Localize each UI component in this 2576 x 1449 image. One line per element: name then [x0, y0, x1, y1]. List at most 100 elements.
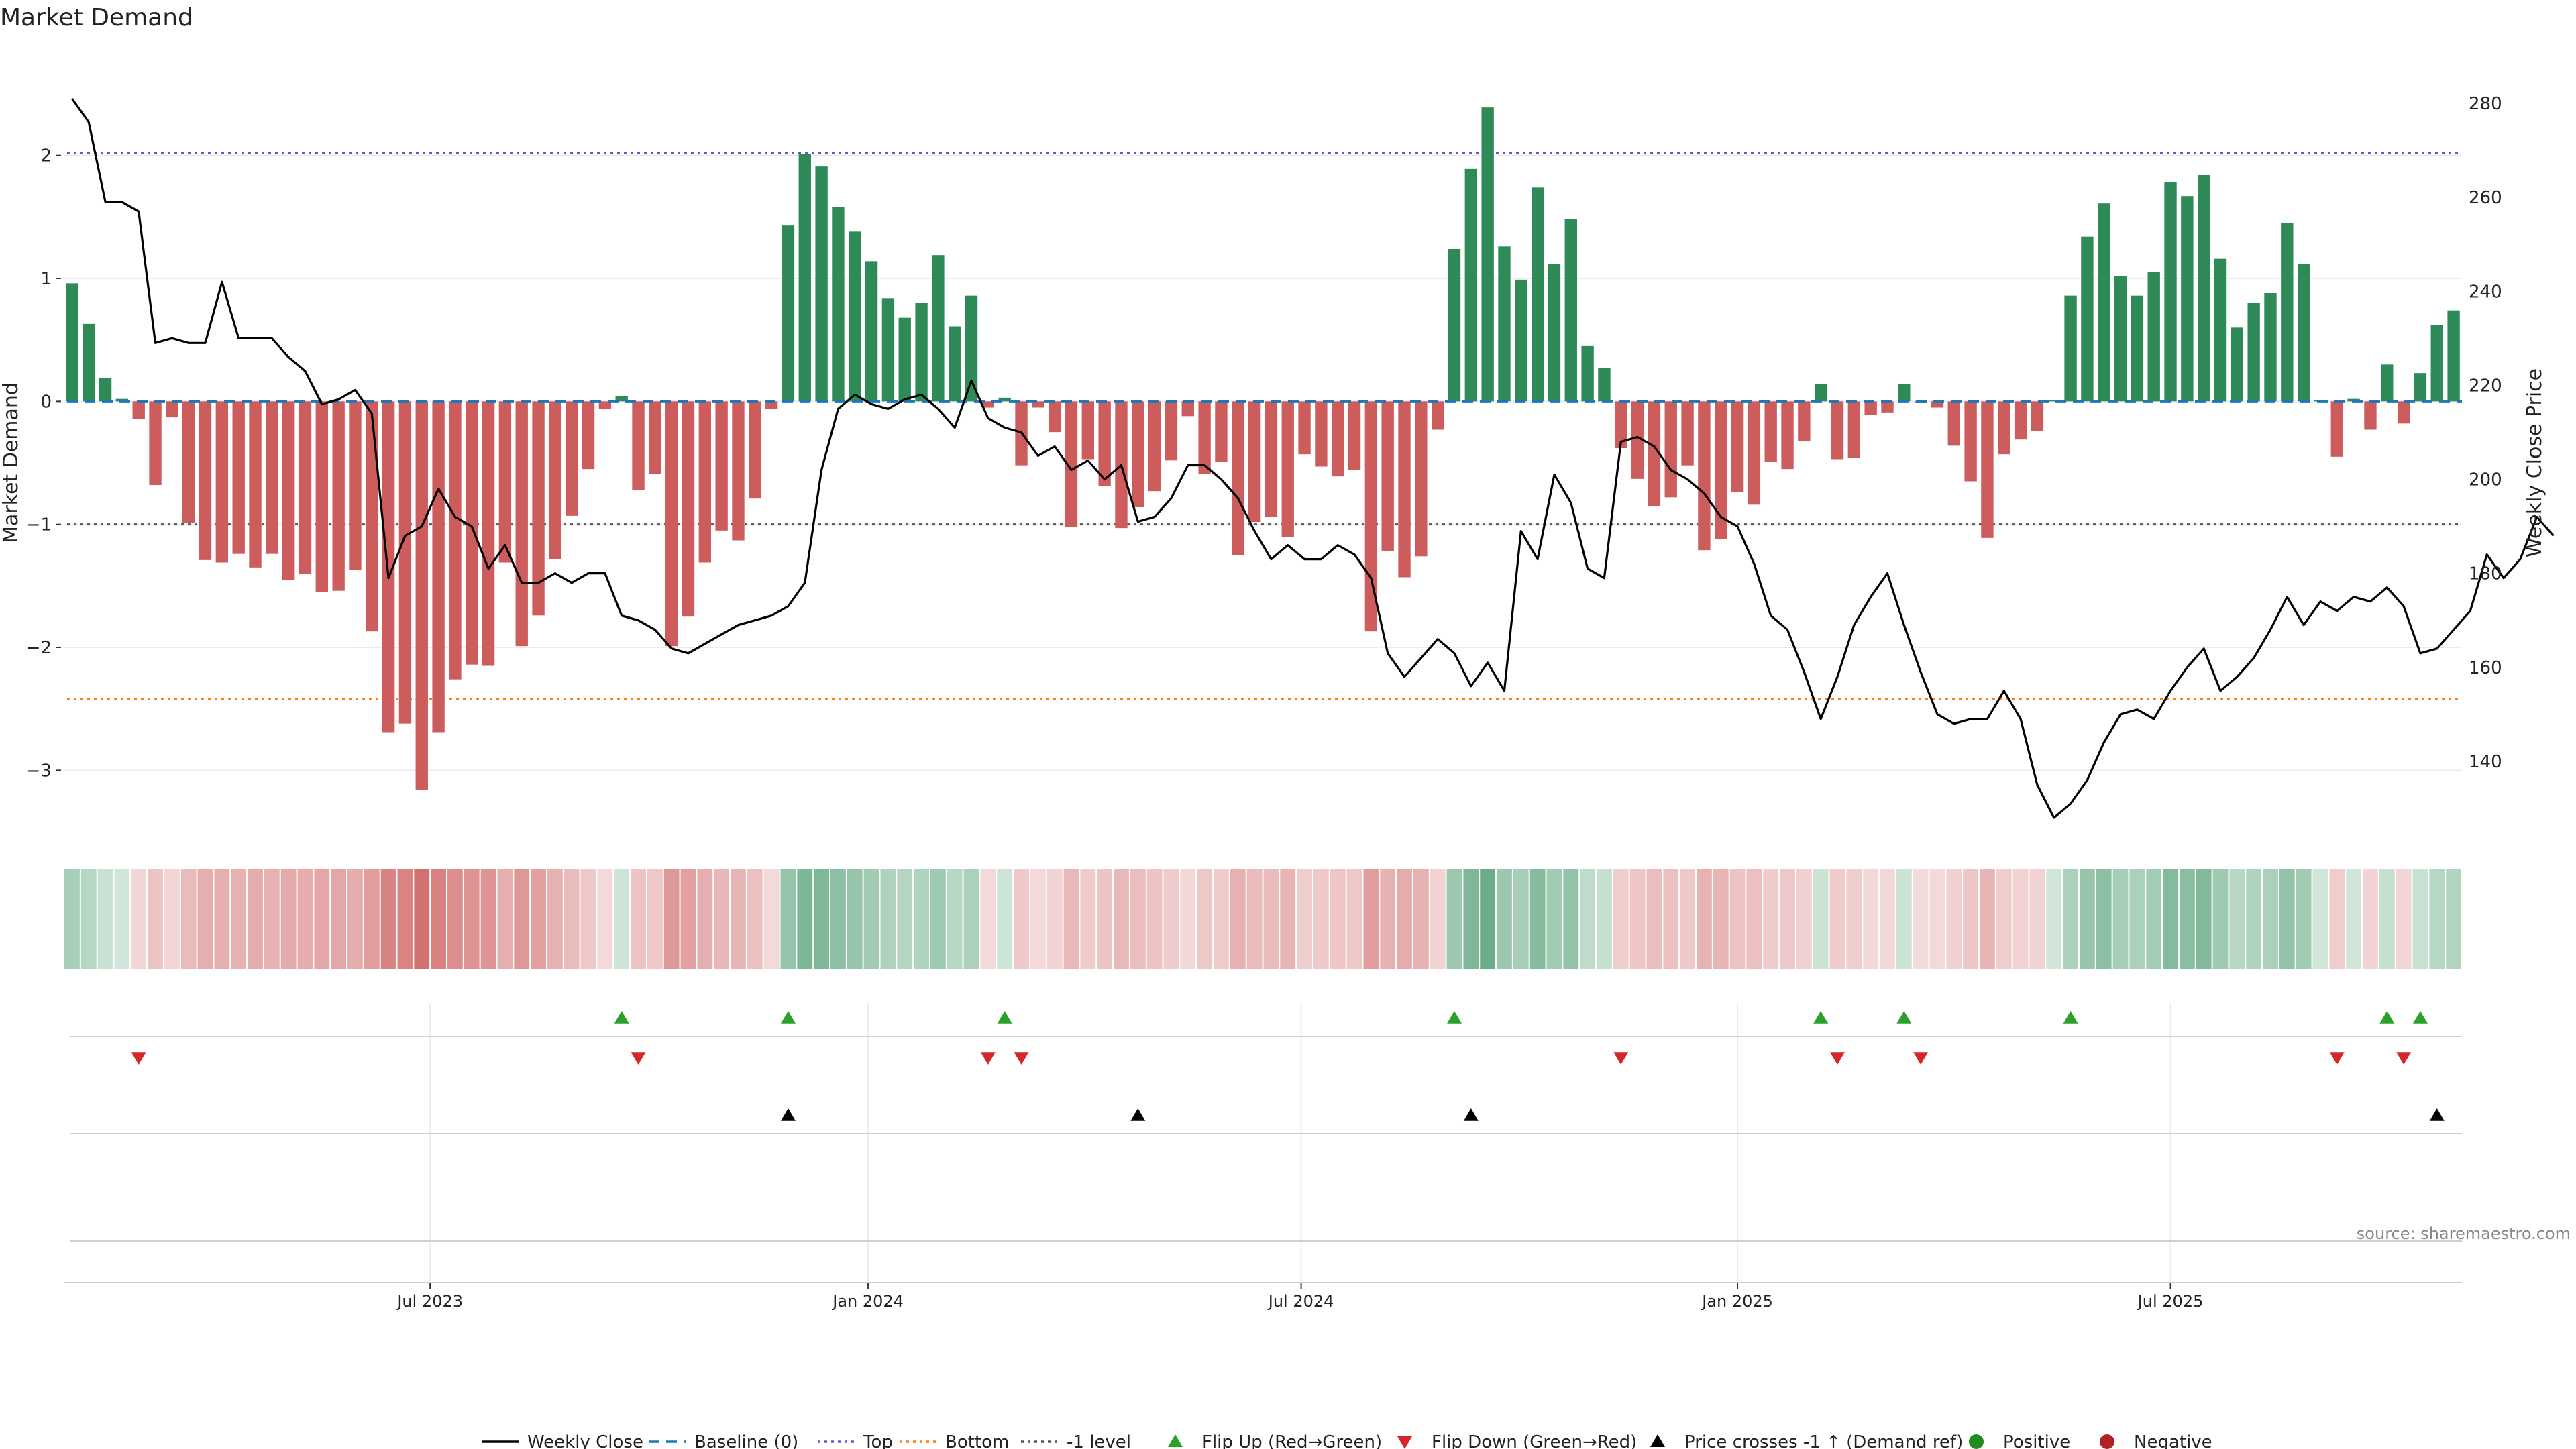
heat-cell: [2012, 869, 2029, 969]
heat-cell: [663, 869, 680, 969]
demand-bar: [1032, 401, 1044, 408]
legend-swatch-circle: [2100, 1434, 2114, 1449]
demand-bar: [1548, 264, 1561, 402]
demand-bar: [349, 401, 362, 570]
demand-bar: [2114, 276, 2127, 402]
heat-cell: [80, 869, 97, 969]
demand-bar: [366, 401, 378, 632]
heat-cell: [1680, 869, 1695, 969]
heat-cell: [2129, 869, 2145, 969]
demand-bar: [1181, 401, 1194, 417]
demand-bar: [1764, 401, 1777, 462]
heat-cell: [980, 869, 996, 969]
y-tick-label: 0: [40, 392, 52, 412]
heat-cell: [564, 869, 580, 969]
flip-down-marker: [631, 1052, 646, 1065]
demand-bar: [2081, 236, 2094, 402]
demand-bar: [1631, 401, 1644, 479]
heat-cell: [514, 869, 530, 969]
demand-bar: [2181, 196, 2194, 402]
demand-bar: [2098, 203, 2110, 402]
y2-axis-label: Weekly Close Price: [2523, 368, 2546, 557]
flip-down-marker: [131, 1052, 146, 1065]
heat-cell: [1846, 869, 1862, 969]
legend-label: Baseline (0): [694, 1432, 798, 1449]
price-cross-marker: [780, 1108, 796, 1121]
demand-bar: [2147, 272, 2160, 402]
demand-bar: [582, 401, 595, 470]
heat-cell: [531, 869, 546, 969]
heat-cell: [1580, 869, 1596, 969]
heat-cell: [1480, 869, 1496, 969]
demand-bar: [1348, 401, 1361, 470]
demand-bar: [2214, 258, 2227, 402]
demand-bar: [1464, 168, 1478, 402]
flip-up-marker: [2379, 1011, 2395, 1024]
demand-bar: [199, 401, 212, 560]
demand-bar: [449, 401, 462, 680]
heat-cell: [1880, 869, 1895, 969]
demand-bar: [498, 401, 512, 563]
demand-bar: [1998, 401, 2010, 455]
heat-cell: [97, 869, 113, 969]
heat-cell: [2346, 869, 2362, 969]
demand-bar: [915, 303, 928, 402]
heat-cell: [914, 869, 929, 969]
heat-cell: [1546, 869, 1562, 969]
heat-cell: [1829, 869, 1845, 969]
legend-label: Bottom: [945, 1432, 1009, 1449]
heat-cell: [1180, 869, 1196, 969]
demand-bar: [2198, 175, 2210, 402]
demand-bar: [1081, 401, 1095, 460]
heat-cell: [2429, 869, 2445, 969]
heat-cell: [464, 869, 480, 969]
demand-bar: [665, 401, 678, 647]
heat-cell: [397, 869, 413, 969]
heat-cell: [1980, 869, 1995, 969]
heat-cell: [414, 869, 430, 969]
demand-bar: [2297, 264, 2310, 402]
demand-bar: [2414, 373, 2427, 402]
heat-cell: [248, 869, 263, 969]
heat-cell: [1397, 869, 1412, 969]
heat-cell: [1613, 869, 1629, 969]
demand-bar: [2430, 325, 2443, 402]
heat-cell: [480, 869, 496, 969]
heat-cell: [1413, 869, 1429, 969]
demand-bar: [1198, 401, 1211, 474]
demand-bar: [2247, 303, 2260, 402]
demand-bar: [1715, 401, 1727, 539]
demand-bar: [598, 401, 612, 409]
demand-bar: [1515, 279, 1527, 402]
demand-bar: [849, 231, 861, 402]
flip-down-marker: [1613, 1052, 1629, 1065]
heat-cell: [1963, 869, 1979, 969]
demand-bar: [1581, 345, 1594, 402]
legend-swatch-triangle-up: [1168, 1434, 1183, 1447]
x-tick-label: Jan 2025: [1701, 1292, 1773, 1311]
demand-bar: [2397, 401, 2410, 424]
heat-cell: [347, 869, 363, 969]
weekly-close-line: [71, 98, 2555, 819]
heat-cell: [2229, 869, 2245, 969]
heat-cell: [1163, 869, 1179, 969]
axes: 2 1 0 −1 −2 −3 280 260 240 220 200 180 160 140 Market …: [0, 94, 2546, 781]
demand-bar: [949, 326, 961, 402]
heat-cell: [2363, 869, 2378, 969]
demand-bar: [1814, 384, 1827, 402]
heat-cell: [2046, 869, 2062, 969]
flip-down-marker: [980, 1052, 996, 1065]
heat-cell: [1513, 869, 1529, 969]
demand-bar: [1664, 401, 1677, 498]
demand-bar: [1481, 107, 1494, 402]
heat-cell: [331, 869, 347, 969]
demand-bar: [2031, 401, 2044, 431]
demand-bar: [1248, 401, 1261, 522]
heat-cell: [2029, 869, 2045, 969]
heat-cell: [1896, 869, 1912, 969]
heat-cell: [180, 869, 197, 969]
heat-cell: [1996, 869, 2012, 969]
demand-bar: [266, 401, 278, 554]
demand-bar: [215, 401, 229, 563]
y-axis-label: Market Demand: [0, 382, 23, 543]
